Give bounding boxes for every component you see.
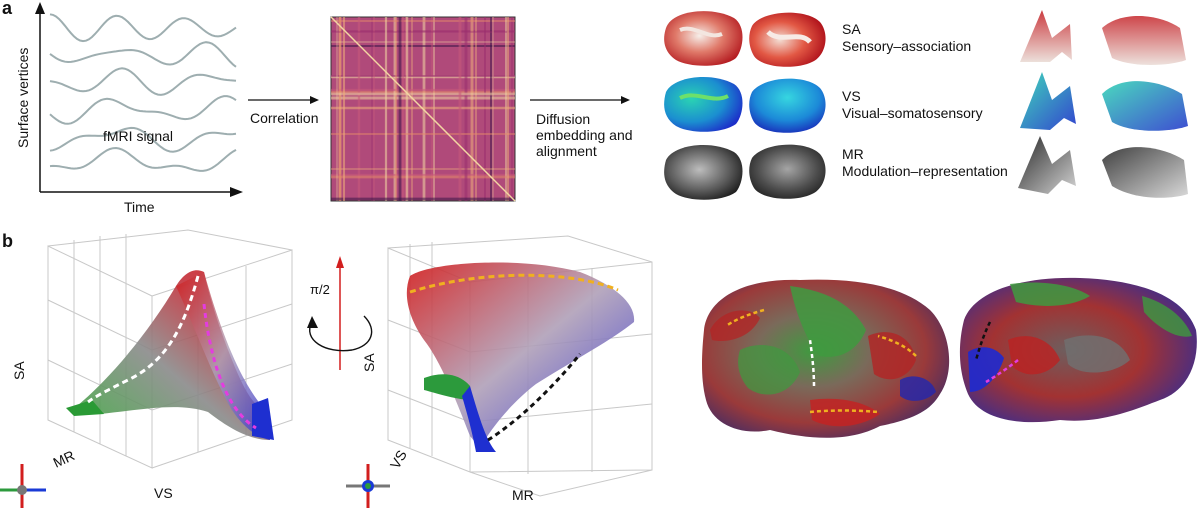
correlation-arrow [248,96,319,104]
sa-mini-scatter [1020,10,1186,66]
plot2-vs-label: VS [387,447,410,471]
brain-left-lateral [702,279,950,438]
plot2-yellow-arrow [409,273,619,294]
mr-name: Modulation–representation [842,163,1008,179]
matrix-diagonal [330,16,516,202]
plot2-black-arrow [487,353,582,442]
diffusion-label-line-2: embedding and [536,127,633,143]
sa-brain-maps [664,11,826,67]
signal-line [49,67,237,96]
vs-abbr: VS [842,88,861,104]
mr-brain-maps [664,144,826,200]
signal-line [49,41,237,68]
fmri-signal-label: fMRI signal [103,128,173,144]
rotation-icon [307,256,373,370]
mr-mini-scatter [1018,136,1188,198]
signal-axes [35,2,243,197]
plot1-axis-triad [0,464,46,508]
plot1-magenta-arrow [202,303,257,430]
x-axis-label: Time [124,199,155,215]
sa-name: Sensory–association [842,38,971,54]
brain-right-medial [959,277,1197,423]
correlation-matrix-cells [331,17,515,201]
plot2-mr-label: MR [512,487,534,503]
brain-black-arrow [974,321,992,361]
plot1-vs-label: VS [154,485,173,501]
diffusion-arrow [530,96,630,104]
rotation-label: π/2 [310,282,330,297]
brain-yellow-arrow-top [725,308,765,328]
sa-abbr: SA [842,21,861,37]
signal-line [49,146,237,172]
mr-abbr: MR [842,146,864,162]
brain-yellow-arrow-right [877,334,917,357]
plot2-axis-triad [346,464,390,508]
fmri-signal-lines [49,13,237,172]
diffusion-label-line-3: alignment [536,143,597,159]
plot2-scatter [406,262,635,452]
signal-line [49,95,237,125]
vs-mini-scatter [1020,72,1188,131]
vs-name: Visual–somatosensory [842,105,983,121]
plot1-sa-label: SA [11,361,27,380]
plot1-white-arrow [87,275,200,404]
panel-a-letter: a [2,0,13,18]
plot1-scatter [66,270,274,440]
brain-magenta-arrow [985,359,1019,384]
panel-b-letter: b [2,231,13,251]
diffusion-label-line-1: Diffusion [536,111,590,127]
vs-brain-maps [664,77,826,133]
y-axis-label: Surface vertices [15,48,31,148]
brain-white-arrow [808,339,816,387]
correlation-label: Correlation [250,110,318,126]
plot2-sa-label: SA [361,353,377,372]
signal-line [49,126,237,153]
signal-line [49,13,237,43]
plot1-mr-label: MR [51,447,78,471]
